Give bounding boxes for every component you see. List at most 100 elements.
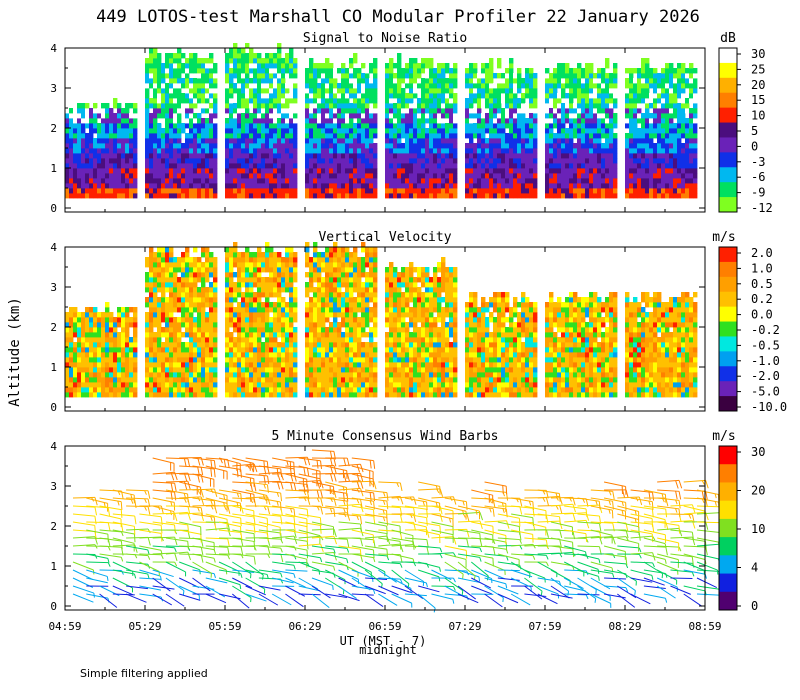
heatmap-cell [229, 103, 234, 109]
heatmap-cell [689, 108, 694, 114]
heatmap-cell [165, 88, 170, 94]
heatmap-cell [577, 193, 582, 199]
heatmap-cell [165, 153, 170, 159]
heatmap-cell [321, 63, 326, 69]
heatmap-cell [113, 173, 118, 179]
heatmap-cell [101, 342, 106, 348]
heatmap-cell [189, 257, 194, 263]
heatmap-cell [93, 143, 98, 149]
heatmap-cell [257, 98, 262, 104]
heatmap-cell [145, 327, 150, 333]
heatmap-cell [253, 347, 258, 353]
heatmap-cell [513, 88, 518, 94]
heatmap-cell [253, 342, 258, 348]
heatmap-cell [505, 73, 510, 79]
heatmap-cell [637, 153, 642, 159]
heatmap-cell [437, 128, 442, 134]
heatmap-cell [241, 168, 246, 174]
heatmap-cell [293, 133, 298, 139]
heatmap-cell [165, 98, 170, 104]
heatmap-cell [213, 297, 218, 303]
heatmap-cell [605, 83, 610, 89]
heatmap-cell [193, 143, 198, 149]
heatmap-cell [113, 168, 118, 174]
heatmap-cell [509, 168, 514, 174]
heatmap-cell [605, 108, 610, 114]
heatmap-cell [597, 148, 602, 154]
heatmap-cell [85, 123, 90, 129]
heatmap-cell [245, 387, 250, 393]
heatmap-cell [309, 173, 314, 179]
heatmap-cell [225, 352, 230, 358]
heatmap-cell [265, 118, 270, 124]
heatmap-cell [133, 392, 138, 398]
heatmap-cell [633, 83, 638, 89]
heatmap-cell [209, 108, 214, 114]
heatmap-cell [193, 387, 198, 393]
heatmap-cell [657, 108, 662, 114]
heatmap-cell [637, 103, 642, 109]
heatmap-cell [121, 163, 126, 169]
heatmap-cell [425, 183, 430, 189]
heatmap-cell [233, 377, 238, 383]
heatmap-cell [169, 183, 174, 189]
heatmap-cell [569, 138, 574, 144]
heatmap-cell [245, 133, 250, 139]
heatmap-cell [513, 188, 518, 194]
heatmap-cell [669, 133, 674, 139]
heatmap-cell [213, 277, 218, 283]
heatmap-cell [385, 68, 390, 74]
heatmap-cell [201, 297, 206, 303]
heatmap-cell [389, 68, 394, 74]
heatmap-cell [173, 98, 178, 104]
heatmap-cell [225, 148, 230, 154]
heatmap-cell [309, 78, 314, 84]
heatmap-cell [65, 382, 70, 388]
heatmap-cell [521, 153, 526, 159]
heatmap-cell [209, 158, 214, 164]
heatmap-cell [81, 322, 86, 328]
heatmap-cell [489, 123, 494, 129]
heatmap-cell [557, 78, 562, 84]
heatmap-cell [409, 168, 414, 174]
heatmap-cell [397, 153, 402, 159]
heatmap-cell [145, 118, 150, 124]
heatmap-cell [481, 138, 486, 144]
heatmap-cell [177, 387, 182, 393]
heatmap-cell [81, 312, 86, 318]
heatmap-cell [565, 193, 570, 199]
heatmap-cell [225, 287, 230, 293]
heatmap-cell [517, 168, 522, 174]
heatmap-cell [281, 312, 286, 318]
heatmap-cell [593, 188, 598, 194]
heatmap-cell [177, 352, 182, 358]
heatmap-cell [193, 133, 198, 139]
heatmap-cell [549, 188, 554, 194]
heatmap-cell [613, 83, 618, 89]
heatmap-cell [173, 148, 178, 154]
heatmap-cell [393, 178, 398, 184]
heatmap-cell [321, 88, 326, 94]
heatmap-cell [465, 193, 470, 199]
heatmap-cell [173, 317, 178, 323]
heatmap-cell [97, 153, 102, 159]
heatmap-cell [549, 163, 554, 169]
heatmap-cell [285, 58, 290, 64]
heatmap-cell [153, 392, 158, 398]
heatmap-cell [477, 148, 482, 154]
heatmap-cell [601, 93, 606, 99]
heatmap-cell [405, 123, 410, 129]
heatmap-cell [325, 123, 330, 129]
heatmap-cell [89, 128, 94, 134]
heatmap-cell [129, 382, 134, 388]
heatmap-cell [397, 183, 402, 189]
heatmap-cell [641, 98, 646, 104]
heatmap-cell [145, 322, 150, 328]
heatmap-cell [333, 68, 338, 74]
heatmap-cell [533, 88, 538, 94]
heatmap-cell [489, 93, 494, 99]
heatmap-cell [153, 148, 158, 154]
heatmap-cell [441, 103, 446, 109]
heatmap-cell [601, 188, 606, 194]
